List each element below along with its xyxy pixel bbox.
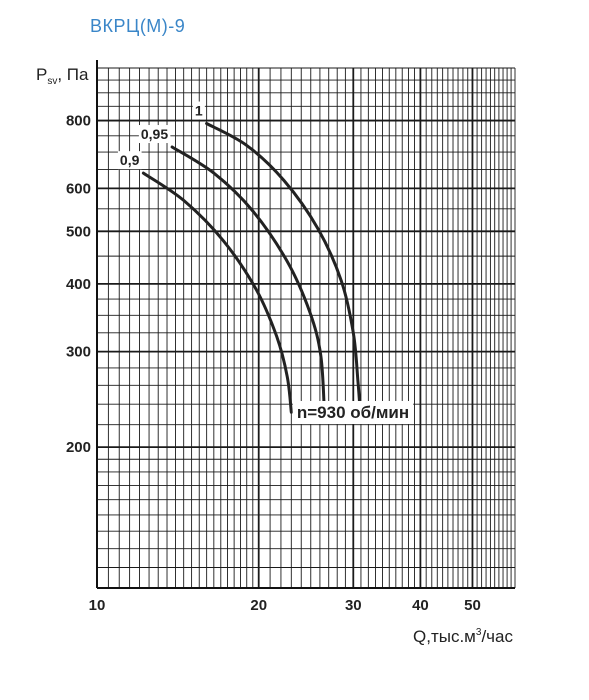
y-tick-label: 300 xyxy=(66,344,91,361)
grid-lines xyxy=(97,68,515,588)
series-label: 0,9 xyxy=(120,152,140,168)
y-tick-label: 400 xyxy=(66,276,91,293)
y-tick-label: 800 xyxy=(66,113,91,130)
curve-labels: 0,90,95 1 n=930 об/мин xyxy=(118,102,413,424)
x-axis-label: Q,тыс.м3/час xyxy=(413,627,513,646)
x-tick-label: 20 xyxy=(250,597,267,614)
series-label: 0,95 xyxy=(141,126,168,142)
y-tick-label: 600 xyxy=(66,180,91,197)
x-tick-label: 40 xyxy=(412,597,429,614)
speed-annotation: n=930 об/мин xyxy=(297,403,409,422)
y-tick-label: 500 xyxy=(66,223,91,240)
y-tick-label: 200 xyxy=(66,439,91,456)
series-label: 1 xyxy=(195,103,203,119)
y-axis-label: Psv, Па xyxy=(36,65,89,87)
x-tick-label: 30 xyxy=(345,597,362,614)
x-tick-label: 50 xyxy=(464,597,481,614)
x-tick-label: 10 xyxy=(89,597,106,614)
